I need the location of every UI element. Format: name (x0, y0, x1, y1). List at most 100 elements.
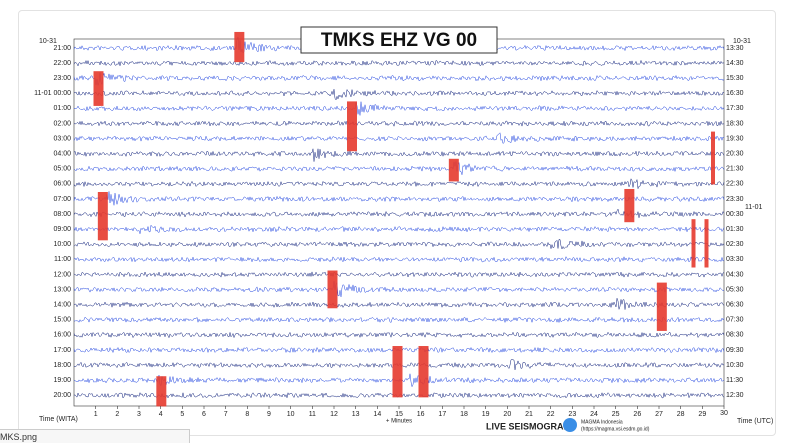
left-time-label: 11:00 (54, 256, 71, 263)
left-time-label: 13:00 (53, 286, 71, 293)
image-card: TMKS EHZ VG 00 10-31 10-31 11-01 Time (W… (18, 10, 776, 436)
title: TMKS EHZ VG 00 (321, 30, 477, 51)
right-date-change: 11-01 (745, 204, 762, 211)
right-time-label: 13:30 (726, 45, 744, 52)
left-time-label: 16:00 (53, 332, 71, 339)
trace (73, 148, 725, 162)
x-label-right: Time (UTC) (737, 418, 773, 425)
x-tick-label: 23 (568, 411, 576, 418)
right-time-label: 11:30 (726, 377, 743, 384)
right-time-label: 16:30 (726, 90, 744, 97)
title-box (300, 26, 498, 54)
event-marker (448, 158, 459, 182)
right-date: 10-31 (733, 38, 751, 45)
left-time-label: 18:00 (53, 362, 71, 369)
x-tick-label: 7 (224, 411, 228, 418)
event-marker (691, 219, 696, 268)
seismogram: TMKS EHZ VG 00 10-31 10-31 11-01 Time (W… (31, 26, 773, 432)
trace (73, 161, 725, 175)
x-label-left: Time (WITA) (39, 416, 78, 423)
tab-filename: MKS.png (0, 432, 38, 442)
x-tick-label: 6 (202, 411, 206, 418)
left-time-label: 06:00 (53, 181, 71, 188)
left-time-label: 10:00 (53, 241, 71, 248)
trace (73, 120, 725, 128)
event-marker (656, 282, 667, 331)
trace (73, 191, 725, 206)
x-tick-label: 20 (503, 411, 511, 418)
trace (73, 88, 725, 101)
download-tab[interactable]: MKS.png (0, 429, 190, 443)
right-time-label: 22:30 (726, 181, 744, 188)
right-time-label: 04:30 (726, 271, 744, 278)
x-tick-label: 5 (180, 411, 184, 418)
trace (73, 298, 725, 310)
right-time-label: 02:30 (726, 241, 744, 248)
x-tick-label: 24 (590, 411, 598, 418)
right-time-label: 23:30 (726, 196, 744, 203)
left-time-label: 09:00 (53, 226, 71, 233)
left-time-label: 11-01 00:00 (34, 90, 71, 97)
left-time-label: 15:00 (53, 317, 71, 324)
x-tick-label: 26 (633, 411, 641, 418)
right-time-label: 10:30 (726, 362, 744, 369)
trace (73, 224, 725, 234)
x-tick-label: 29 (698, 411, 706, 418)
trace (73, 101, 725, 116)
right-time-label: 19:30 (726, 135, 744, 142)
trace (73, 255, 725, 263)
trace (73, 271, 725, 278)
event-marker (327, 270, 338, 309)
footer-url: (https://magma.vsi.esdm.go.id) (581, 426, 650, 432)
traces (73, 31, 725, 407)
x-tick-label: 9 (267, 411, 271, 418)
right-time-label: 01:30 (726, 226, 744, 233)
left-date: 10-31 (39, 38, 57, 45)
right-time-label: 20:30 (726, 151, 744, 158)
right-time-label: 17:30 (726, 105, 744, 112)
x-tick-label: 11 (309, 411, 316, 418)
right-time-label: 00:30 (726, 211, 744, 218)
left-time-label: 20:00 (53, 392, 71, 399)
trace (73, 208, 725, 218)
x-tick-label: 16 (417, 411, 425, 418)
right-time-label: 07:30 (726, 317, 744, 324)
x-tick-label: 4 (159, 411, 163, 418)
left-time-label: 01:00 (53, 105, 71, 112)
event-marker (704, 219, 709, 268)
right-time-label: 09:30 (726, 347, 744, 354)
x-tick-label: 18 (460, 411, 468, 418)
x-tick-label: 13 (352, 411, 360, 418)
x-tick-label: 12 (330, 411, 338, 418)
event-marker (347, 101, 357, 152)
left-time-label: 03:00 (53, 135, 71, 142)
x-tick-label: 19 (482, 411, 490, 418)
x-tick-label: 10 (287, 411, 295, 418)
event-marker (234, 31, 245, 63)
footer-org: MAGMA Indonesia (581, 419, 623, 425)
event-marker (624, 188, 635, 223)
trace (73, 132, 725, 144)
x-tick-label: 25 (612, 411, 620, 418)
event-marker (711, 131, 715, 185)
x-tick-label: 22 (547, 411, 555, 418)
left-time-label: 08:00 (53, 211, 71, 218)
right-time-label: 15:30 (726, 75, 744, 82)
magma-logo (563, 418, 577, 432)
right-time-label: 08:30 (726, 332, 744, 339)
x-tick-label: 2 (115, 411, 119, 418)
right-time-label: 03:30 (726, 256, 744, 263)
trace (73, 59, 725, 67)
left-time-label: 04:00 (53, 151, 71, 158)
left-time-label: 21:00 (53, 45, 71, 52)
left-time-label: 17:00 (53, 347, 71, 354)
x-tick-label: 15 (395, 411, 403, 418)
trace (73, 239, 725, 250)
x-tick-label: 1 (94, 411, 98, 418)
footer-brand: LIVE SEISMOGRAM (486, 421, 571, 431)
left-time-label: 12:00 (53, 271, 71, 278)
x-tick-label: 30 (720, 410, 728, 417)
trace (73, 178, 725, 189)
x-tick-label: 28 (677, 411, 685, 418)
